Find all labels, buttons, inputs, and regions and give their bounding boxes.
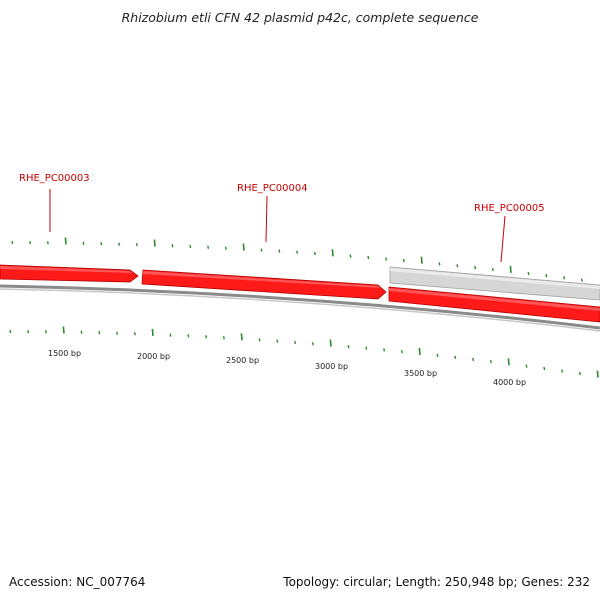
minor-tick xyxy=(205,335,208,339)
scale-label: 3000 bp xyxy=(315,362,348,371)
minor-tick xyxy=(347,345,350,349)
minor-tick xyxy=(276,339,279,343)
gene-label-rhe-pc00005[interactable]: RHE_PC00005 xyxy=(474,203,545,214)
plasmid-backbone-shadow xyxy=(0,288,600,332)
major-tick xyxy=(153,239,156,247)
minor-tick xyxy=(118,242,121,246)
gene-feature-rhe-pc00003[interactable] xyxy=(0,264,139,283)
minor-tick xyxy=(189,244,192,249)
outer-tick-ring xyxy=(11,237,583,282)
accession-text: Accession: NC_007764 xyxy=(9,575,146,589)
minor-tick xyxy=(472,357,475,362)
major-tick xyxy=(151,328,154,336)
minor-tick xyxy=(294,340,297,345)
minor-tick xyxy=(27,329,30,334)
minor-tick xyxy=(456,264,459,268)
leader-line-rhe-pc00004 xyxy=(265,195,268,243)
minor-tick xyxy=(169,333,172,337)
minor-tick xyxy=(29,240,32,245)
minor-tick xyxy=(563,276,566,280)
major-tick xyxy=(507,358,510,366)
gene-label-rhe-pc00003[interactable]: RHE_PC00003 xyxy=(19,173,90,184)
minor-tick xyxy=(313,251,316,256)
minor-tick xyxy=(46,241,49,245)
minor-tick xyxy=(578,371,581,376)
minor-tick xyxy=(171,244,174,248)
scale-label: 1500 bp xyxy=(48,349,81,358)
minor-tick xyxy=(100,241,103,246)
minor-tick xyxy=(385,257,388,261)
minor-tick xyxy=(438,262,441,266)
major-tick xyxy=(64,237,67,245)
major-tick xyxy=(242,243,245,251)
minor-tick xyxy=(258,338,261,342)
major-tick xyxy=(420,256,423,264)
leader-line-rhe-pc00005 xyxy=(500,215,506,263)
scale-label: 2500 bp xyxy=(226,356,259,365)
minor-tick xyxy=(44,330,47,334)
major-tick xyxy=(596,370,599,378)
major-tick xyxy=(329,339,332,347)
minor-tick xyxy=(491,267,494,272)
minor-tick xyxy=(580,278,583,282)
major-tick xyxy=(509,265,512,273)
minor-tick xyxy=(400,350,403,354)
minor-tick xyxy=(11,240,14,245)
major-tick xyxy=(240,333,243,341)
minor-tick xyxy=(527,271,530,276)
minor-tick xyxy=(135,242,138,247)
minor-tick xyxy=(224,246,227,250)
minor-tick xyxy=(9,329,12,334)
minor-tick xyxy=(365,346,368,350)
minor-tick xyxy=(296,250,299,254)
scale-label: 2000 bp xyxy=(137,352,170,361)
minor-tick xyxy=(474,265,477,270)
minor-tick xyxy=(278,249,281,253)
minor-tick xyxy=(187,334,190,338)
minor-tick xyxy=(80,330,83,334)
minor-tick xyxy=(545,273,548,278)
topology-summary: Topology: circular; Length: 250,948 bp; … xyxy=(283,575,590,589)
inner-tick-ring xyxy=(9,326,599,378)
minor-tick xyxy=(98,331,101,335)
minor-tick xyxy=(489,359,492,364)
major-tick xyxy=(62,326,65,334)
minor-tick xyxy=(207,245,210,249)
major-tick xyxy=(331,249,334,257)
minor-tick xyxy=(116,331,119,335)
gene-feature-rhe-pc00004[interactable] xyxy=(141,269,387,300)
minor-tick xyxy=(436,353,439,358)
minor-tick xyxy=(133,332,136,336)
scale-label: 4000 bp xyxy=(493,378,526,387)
minor-tick xyxy=(561,369,564,373)
minor-tick xyxy=(260,248,263,252)
minor-tick xyxy=(543,366,546,371)
plasmid-backbone xyxy=(0,284,600,330)
map-title: Rhizobium etli CFN 42 plasmid p42c, comp… xyxy=(121,10,479,25)
minor-tick xyxy=(525,364,528,368)
major-tick xyxy=(418,347,421,356)
minor-tick xyxy=(222,336,225,340)
scale-label: 3500 bp xyxy=(404,369,437,378)
minor-tick xyxy=(311,342,314,346)
minor-tick xyxy=(402,258,405,263)
minor-tick xyxy=(383,348,386,352)
minor-tick xyxy=(82,241,85,245)
minor-tick xyxy=(454,355,457,360)
minor-tick xyxy=(349,254,352,258)
gene-label-rhe-pc00004[interactable]: RHE_PC00004 xyxy=(237,183,308,194)
minor-tick xyxy=(367,255,370,260)
gene-feature-rhe-pc00005[interactable] xyxy=(388,266,600,323)
